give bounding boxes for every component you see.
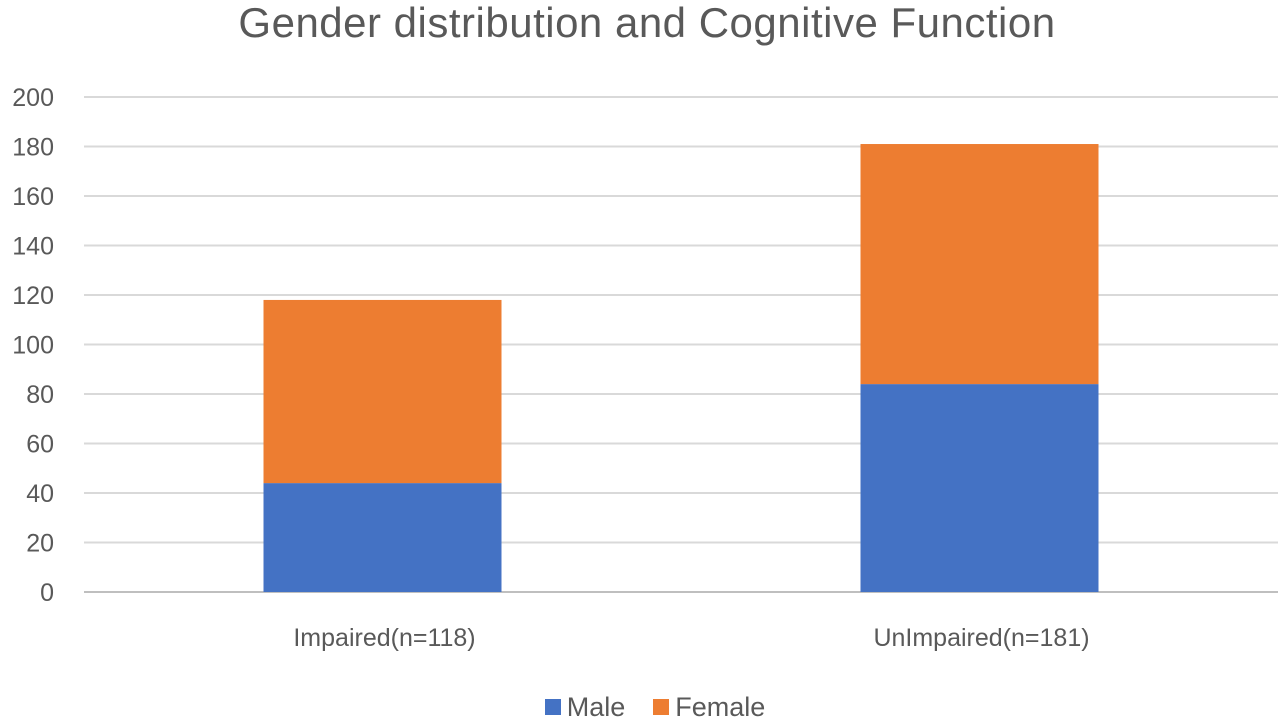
- y-tick-label: 120: [12, 282, 54, 310]
- chart-title: Gender distribution and Cognitive Functi…: [238, 0, 1056, 46]
- y-tick-label: 100: [12, 332, 54, 360]
- x-category-label: UnImpaired(n=181): [873, 624, 1089, 652]
- x-axis-labels: Impaired(n=118) UnImpaired(n=181): [293, 624, 1089, 652]
- y-tick-label: 80: [26, 381, 54, 409]
- bars: [263, 144, 1099, 592]
- legend-swatch: [544, 699, 561, 715]
- y-tick-label: 140: [12, 233, 54, 261]
- legend-swatch: [653, 699, 670, 715]
- legend-item-male: Male: [544, 690, 626, 724]
- y-tick-label: 160: [12, 183, 54, 211]
- bar-male-1: [263, 483, 502, 592]
- legend-item-female: Female: [653, 690, 765, 724]
- y-tick-label: 40: [26, 480, 54, 508]
- legend: Male Female: [0, 690, 1280, 724]
- y-tick-label: 60: [26, 431, 54, 459]
- bar-male-2: [860, 384, 1099, 592]
- y-tick-label: 0: [40, 579, 54, 607]
- y-axis-ticks: 0 20 40 60 80 100 120 140 160 180 200: [12, 84, 54, 607]
- gridlines: [84, 96, 1278, 593]
- y-tick-label: 200: [12, 84, 54, 112]
- y-tick-label: 20: [26, 530, 54, 558]
- bar-female-1: [263, 299, 502, 484]
- legend-label: Female: [675, 692, 766, 722]
- y-tick-label: 180: [12, 134, 54, 162]
- bar-female-2: [860, 144, 1099, 385]
- legend-label: Male: [566, 692, 626, 722]
- x-category-label: Impaired(n=118): [293, 624, 475, 652]
